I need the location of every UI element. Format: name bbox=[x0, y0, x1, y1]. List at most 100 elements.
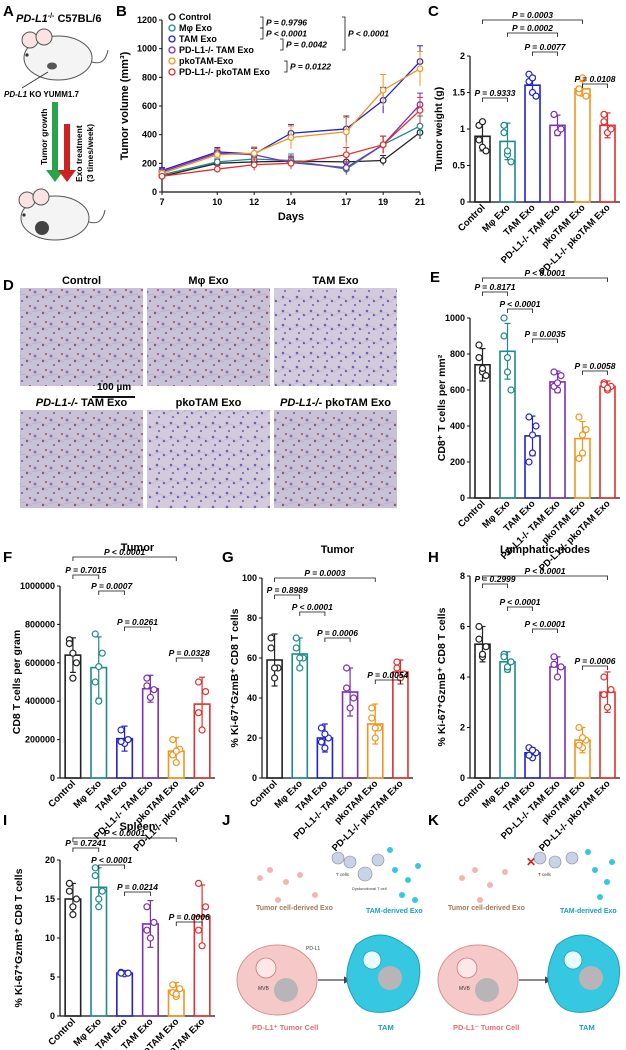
data-point bbox=[578, 733, 587, 742]
panel-letter-h: H bbox=[428, 549, 439, 566]
y-tick-label: 20 bbox=[45, 855, 55, 865]
data-point bbox=[346, 704, 354, 712]
legend-label: PD-L1-/- TAM Exo bbox=[179, 45, 254, 55]
p-value: P = 0.0003 bbox=[304, 568, 345, 578]
y-tick-label: 200000 bbox=[25, 735, 55, 745]
y-tick-label: 1.5 bbox=[452, 88, 465, 98]
p-value: P < 0.0001 bbox=[266, 29, 307, 39]
p-bracket bbox=[274, 594, 301, 599]
x-tick-label: 10 bbox=[212, 197, 222, 207]
tumor-exo-label-k: Tumor cell-derived Exo bbox=[448, 905, 525, 912]
data-point bbox=[416, 122, 424, 130]
p-value: P < 0.0001 bbox=[524, 268, 565, 278]
tam-mvb-k bbox=[563, 950, 583, 970]
p-bracket bbox=[260, 27, 264, 40]
y-tick-label: 0 bbox=[460, 773, 465, 783]
data-point bbox=[503, 368, 512, 376]
data-point bbox=[117, 737, 125, 746]
mvb-k bbox=[456, 957, 478, 979]
y-tick-label: 0 bbox=[50, 1011, 55, 1021]
y-axis-label: CD8 T cells per gram bbox=[11, 630, 23, 734]
data-point bbox=[578, 449, 587, 457]
t-cells-label-k: T cells bbox=[538, 872, 552, 877]
data-point bbox=[578, 431, 587, 439]
p-bracket bbox=[582, 83, 608, 88]
data-point bbox=[143, 674, 151, 682]
exo-treatment-label: Exo treatment bbox=[74, 125, 84, 182]
data-point bbox=[158, 172, 166, 180]
legend-label: Control bbox=[179, 12, 211, 22]
data-point bbox=[393, 664, 401, 672]
tumor-cell-j bbox=[236, 944, 318, 1016]
data-point bbox=[95, 895, 103, 903]
p-value: P = 0.9796 bbox=[266, 18, 307, 28]
micrograph-title: TAM Exo bbox=[312, 275, 359, 287]
p-value: P = 0.0006 bbox=[574, 656, 615, 666]
data-point bbox=[371, 724, 379, 732]
p-bracket bbox=[299, 611, 326, 616]
y-tick-label: 600 bbox=[450, 385, 465, 395]
y-tick-label: 4 bbox=[460, 672, 465, 682]
p-value: P = 0.8989 bbox=[267, 585, 308, 595]
micrograph-image bbox=[20, 288, 143, 386]
data-point bbox=[143, 682, 151, 690]
exo-frequency-label: (3 times/week) bbox=[85, 124, 95, 182]
data-point bbox=[321, 744, 329, 752]
y-tick-label: 400 bbox=[142, 130, 157, 140]
y-tick-label: 8 bbox=[460, 571, 465, 581]
data-point bbox=[528, 74, 537, 82]
data-point bbox=[600, 110, 608, 119]
data-point bbox=[550, 660, 558, 668]
panel-a-title: PD-L1-/- C57BL/6 bbox=[16, 13, 101, 25]
y-tick-label: 80 bbox=[247, 613, 257, 623]
y-tick-label: 400000 bbox=[25, 696, 55, 706]
data-point bbox=[575, 454, 583, 462]
legend-label: PD-L1-/- pkoTAM Exo bbox=[179, 67, 270, 77]
pdl1-label-j: PD-L1 bbox=[306, 946, 320, 952]
data-point bbox=[91, 864, 99, 872]
p-value: P < 0.0001 bbox=[104, 828, 145, 838]
y-tick-label: 2 bbox=[460, 723, 465, 733]
data-point bbox=[270, 674, 279, 682]
y-tick-label: 10 bbox=[45, 933, 55, 943]
panel-b-chart: 0 200 400 600 800 1000 1200 7 10 12 14 17 19 21 Days Tu… bbox=[119, 12, 425, 223]
bar bbox=[116, 972, 134, 1017]
y-tick-label: 6 bbox=[460, 622, 465, 632]
legend-label: Mφ Exo bbox=[179, 23, 212, 33]
data-point bbox=[600, 673, 608, 681]
y-tick-label: 0 bbox=[50, 773, 55, 783]
y-tick-label: 1000000 bbox=[20, 581, 55, 591]
p-value: P < 0.0001 bbox=[91, 855, 132, 865]
data-point bbox=[317, 738, 326, 746]
y-tick-label: 600 bbox=[142, 101, 157, 111]
micrograph-image bbox=[147, 288, 270, 386]
panel-letter-j: J bbox=[222, 812, 230, 829]
data-point bbox=[213, 151, 221, 159]
data-point bbox=[475, 622, 483, 631]
data-point bbox=[379, 86, 387, 94]
bar bbox=[549, 666, 566, 779]
data-point bbox=[393, 658, 401, 666]
data-point bbox=[143, 903, 151, 911]
p-value: P = 0.0003 bbox=[512, 10, 553, 20]
y-tick-label: 60 bbox=[247, 653, 257, 663]
data-point bbox=[503, 147, 512, 155]
data-point bbox=[65, 879, 74, 888]
data-point bbox=[213, 165, 221, 173]
data-point bbox=[143, 926, 151, 934]
mvb-label-j: MVB bbox=[258, 986, 270, 992]
t-cells-j: T cells Dysfunctional T cell bbox=[331, 851, 387, 891]
y-axis-label: Tumor volume (mm³) bbox=[119, 51, 131, 160]
y-tick-label: 800000 bbox=[25, 619, 55, 629]
exo-treatment-arrow bbox=[64, 124, 70, 170]
y-axis-label: % Ki-67⁺GzmB⁺ CD8 T cells bbox=[229, 608, 241, 747]
p-bracket bbox=[482, 291, 508, 296]
data-point bbox=[553, 379, 562, 387]
data-point bbox=[507, 658, 515, 666]
y-axis-label: % Ki-67⁺GzmB⁺ CD8 T cells bbox=[13, 868, 25, 1007]
y-tick-label: 5 bbox=[50, 972, 55, 982]
mouse-icon bbox=[21, 28, 109, 81]
micrograph-title: Mφ Exo bbox=[188, 275, 229, 287]
panel-letter-e: E bbox=[430, 269, 440, 286]
